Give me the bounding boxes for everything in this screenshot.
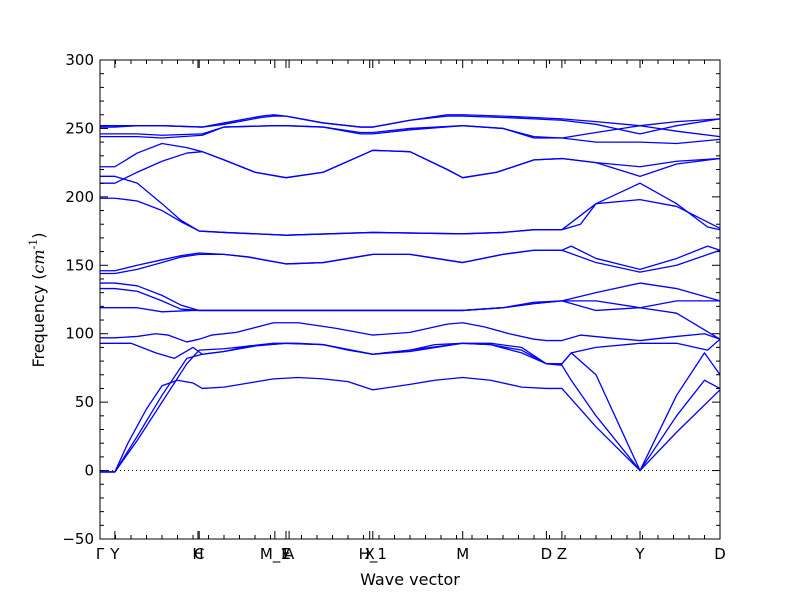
y-tick-label: 0 (84, 462, 94, 480)
band-line-10 (100, 245, 721, 272)
x-tick-label: M_1 (260, 545, 290, 564)
band-line-15 (100, 125, 721, 145)
band-line-5 (100, 322, 721, 343)
x-axis-label: Wave vector (360, 570, 460, 589)
x-tick-label: H_1 (359, 545, 387, 564)
band-line-1 (100, 376, 721, 473)
y-axis-label: Frequency (cm-1) (27, 232, 48, 367)
x-tick-label: M (456, 545, 469, 563)
band-line-16 (100, 125, 721, 139)
plot-area (100, 114, 721, 473)
y-tick-label: −50 (62, 530, 94, 548)
band-line-18 (100, 115, 721, 135)
x-tick-label: C (194, 545, 204, 563)
y-tick-label: 200 (65, 188, 94, 206)
x-tick-label: D (541, 545, 553, 563)
x-tick-label: Y (109, 545, 120, 563)
y-tick-label: 50 (75, 393, 94, 411)
x-tick-label: H (192, 545, 203, 563)
x-tick-label: Y (634, 545, 645, 563)
y-tick-label: 300 (65, 51, 94, 69)
x-tick-label: X (365, 545, 375, 563)
band-line-4 (100, 338, 721, 365)
y-tick-label: 100 (65, 325, 94, 343)
x-tick-label: D (714, 545, 726, 563)
band-line-8 (100, 282, 721, 312)
x-tick-label: Γ (96, 545, 105, 563)
band-line-12 (100, 175, 721, 236)
band-line-14 (100, 149, 721, 184)
band-line-3 (100, 342, 721, 473)
x-tick-label: A (284, 545, 295, 563)
x-tick-label: Z (557, 545, 567, 563)
y-tick-label: 250 (65, 119, 94, 137)
y-tick-label: 150 (65, 256, 94, 274)
x-tick-label: E (281, 545, 290, 563)
